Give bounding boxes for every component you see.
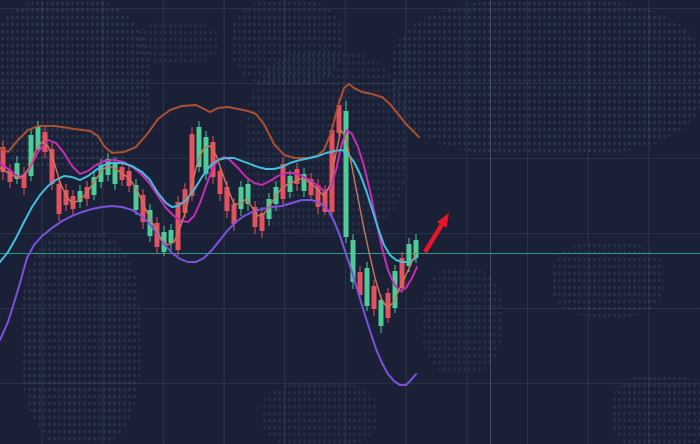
overlay-lines-layer — [0, 83, 420, 386]
bullish-arrow-annotation[interactable] — [423, 213, 449, 254]
candles-layer — [0, 99, 419, 333]
